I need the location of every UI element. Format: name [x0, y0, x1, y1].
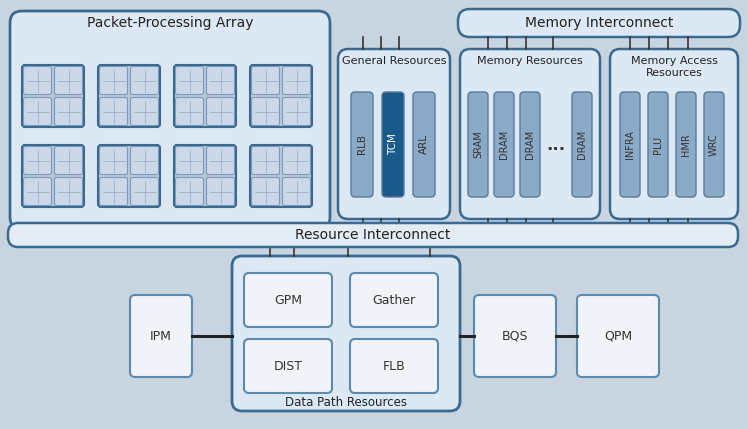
FancyBboxPatch shape	[382, 92, 404, 197]
Text: DRAM: DRAM	[525, 130, 535, 159]
FancyBboxPatch shape	[244, 339, 332, 393]
FancyBboxPatch shape	[704, 92, 724, 197]
FancyBboxPatch shape	[232, 256, 460, 411]
Text: PLU: PLU	[653, 136, 663, 154]
Text: BQS: BQS	[502, 329, 528, 342]
FancyBboxPatch shape	[252, 178, 279, 205]
Text: GPM: GPM	[274, 293, 302, 306]
Text: Memory Access
Resources: Memory Access Resources	[630, 56, 717, 78]
Text: Memory Resources: Memory Resources	[477, 56, 583, 66]
FancyBboxPatch shape	[10, 11, 330, 229]
FancyBboxPatch shape	[648, 92, 668, 197]
FancyBboxPatch shape	[252, 97, 279, 126]
FancyBboxPatch shape	[131, 146, 158, 175]
FancyBboxPatch shape	[206, 66, 235, 94]
FancyBboxPatch shape	[99, 97, 128, 126]
FancyBboxPatch shape	[99, 146, 128, 175]
FancyBboxPatch shape	[413, 92, 435, 197]
Text: Gather: Gather	[373, 293, 415, 306]
FancyBboxPatch shape	[350, 273, 438, 327]
Text: Resource Interconnect: Resource Interconnect	[295, 228, 450, 242]
FancyBboxPatch shape	[468, 92, 488, 197]
FancyBboxPatch shape	[572, 92, 592, 197]
FancyBboxPatch shape	[282, 97, 311, 126]
Text: ARL: ARL	[419, 135, 429, 154]
FancyBboxPatch shape	[130, 295, 192, 377]
Text: General Resources: General Resources	[341, 56, 446, 66]
FancyBboxPatch shape	[206, 97, 235, 126]
FancyBboxPatch shape	[282, 178, 311, 205]
FancyBboxPatch shape	[350, 339, 438, 393]
FancyBboxPatch shape	[55, 146, 82, 175]
FancyBboxPatch shape	[55, 97, 82, 126]
FancyBboxPatch shape	[458, 9, 740, 37]
FancyBboxPatch shape	[620, 92, 640, 197]
FancyBboxPatch shape	[23, 97, 52, 126]
FancyBboxPatch shape	[174, 65, 236, 127]
FancyBboxPatch shape	[252, 66, 279, 94]
FancyBboxPatch shape	[131, 97, 158, 126]
FancyBboxPatch shape	[282, 66, 311, 94]
FancyBboxPatch shape	[23, 146, 52, 175]
FancyBboxPatch shape	[252, 146, 279, 175]
Text: DRAM: DRAM	[577, 130, 587, 159]
FancyBboxPatch shape	[55, 66, 82, 94]
FancyBboxPatch shape	[55, 178, 82, 205]
FancyBboxPatch shape	[494, 92, 514, 197]
FancyBboxPatch shape	[22, 65, 84, 127]
FancyBboxPatch shape	[206, 146, 235, 175]
FancyBboxPatch shape	[610, 49, 738, 219]
Text: IPM: IPM	[150, 329, 172, 342]
FancyBboxPatch shape	[99, 178, 128, 205]
FancyBboxPatch shape	[176, 66, 203, 94]
Text: Packet-Processing Array: Packet-Processing Array	[87, 16, 253, 30]
Text: DRAM: DRAM	[499, 130, 509, 159]
FancyBboxPatch shape	[98, 65, 160, 127]
Text: DIST: DIST	[273, 360, 303, 372]
FancyBboxPatch shape	[250, 65, 312, 127]
FancyBboxPatch shape	[577, 295, 659, 377]
Text: SRAM: SRAM	[473, 130, 483, 158]
FancyBboxPatch shape	[176, 146, 203, 175]
FancyBboxPatch shape	[460, 49, 600, 219]
FancyBboxPatch shape	[98, 145, 160, 207]
FancyBboxPatch shape	[22, 145, 84, 207]
FancyBboxPatch shape	[99, 66, 128, 94]
Text: INFRA: INFRA	[625, 130, 635, 159]
Text: WRC: WRC	[709, 133, 719, 156]
FancyBboxPatch shape	[520, 92, 540, 197]
FancyBboxPatch shape	[8, 223, 738, 247]
FancyBboxPatch shape	[176, 178, 203, 205]
Text: HMR: HMR	[681, 133, 691, 156]
Text: RLB: RLB	[357, 135, 367, 154]
FancyBboxPatch shape	[131, 178, 158, 205]
FancyBboxPatch shape	[282, 146, 311, 175]
FancyBboxPatch shape	[250, 145, 312, 207]
FancyBboxPatch shape	[131, 66, 158, 94]
FancyBboxPatch shape	[474, 295, 556, 377]
FancyBboxPatch shape	[23, 178, 52, 205]
FancyBboxPatch shape	[338, 49, 450, 219]
Text: FLB: FLB	[382, 360, 406, 372]
FancyBboxPatch shape	[176, 97, 203, 126]
FancyBboxPatch shape	[23, 66, 52, 94]
Text: Memory Interconnect: Memory Interconnect	[525, 16, 673, 30]
Text: TCM: TCM	[388, 133, 398, 155]
Text: QPM: QPM	[604, 329, 632, 342]
FancyBboxPatch shape	[206, 178, 235, 205]
FancyBboxPatch shape	[244, 273, 332, 327]
FancyBboxPatch shape	[351, 92, 373, 197]
Text: ...: ...	[547, 136, 565, 154]
FancyBboxPatch shape	[676, 92, 696, 197]
Text: Data Path Resources: Data Path Resources	[285, 396, 407, 408]
FancyBboxPatch shape	[174, 145, 236, 207]
